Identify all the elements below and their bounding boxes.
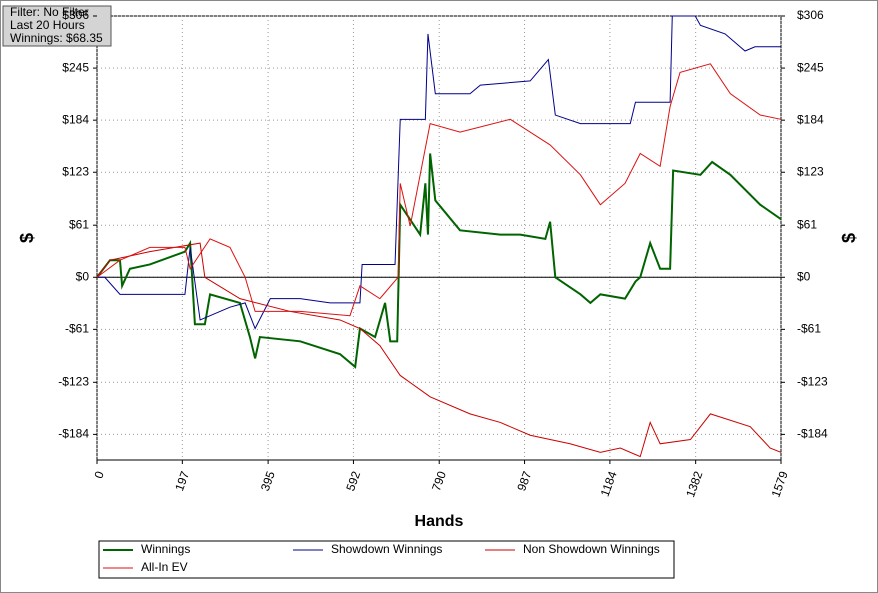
info-text: Last 20 Hours: [10, 18, 85, 32]
plot: [96, 15, 782, 460]
y-tick-label: $123: [62, 164, 89, 178]
series-line: [96, 242, 782, 458]
y2-tick-label: -$61: [797, 322, 821, 336]
y-tick-label: $61: [69, 217, 89, 231]
info-box: [2, 5, 112, 47]
info-text: Winnings: $68.35: [10, 31, 103, 45]
plot-area: [96, 15, 782, 461]
y2-tick-label: $0: [797, 269, 811, 283]
x-tick-label: 395: [258, 469, 278, 493]
y-tick-label: $245: [62, 60, 89, 74]
y2-tick-label: $306: [797, 8, 824, 22]
y2-tick-label: -$184: [797, 427, 828, 441]
y-tick-label: -$61: [65, 322, 89, 336]
series-line: [97, 15, 781, 330]
x-tick-label: 0: [91, 469, 107, 480]
y2-tick-label: -$123: [797, 374, 828, 388]
x-tick-label: 790: [429, 469, 449, 493]
x-tick-label: 987: [514, 469, 534, 493]
legend-label: Non Showdown Winnings: [523, 542, 660, 556]
x-axis-label: Hands: [415, 513, 464, 530]
x-tick-label: 592: [343, 469, 363, 493]
legend-label: All-In EV: [141, 560, 188, 574]
series-line: [96, 63, 782, 317]
x-tick-label: 197: [172, 469, 192, 493]
y2-tick-label: $245: [797, 60, 824, 74]
y-tick-label: -$184: [58, 427, 89, 441]
series-line: [96, 153, 782, 369]
legend-label: Showdown Winnings: [331, 542, 442, 556]
y-tick-label: $184: [62, 112, 89, 126]
y2-axis-label: $: [839, 233, 859, 243]
y-tick-label: -$123: [58, 374, 89, 388]
y2-tick-label: $61: [797, 217, 817, 231]
y2-tick-label: $123: [797, 164, 824, 178]
y-axis-label: $: [17, 233, 37, 243]
y-tick-label: $306: [62, 8, 89, 22]
legend: [98, 540, 675, 579]
legend-label: Winnings: [141, 542, 190, 556]
info-text: Filter: No Filter: [10, 5, 89, 19]
y-tick-label: $0: [76, 269, 90, 283]
y2-tick-label: $184: [797, 112, 824, 126]
